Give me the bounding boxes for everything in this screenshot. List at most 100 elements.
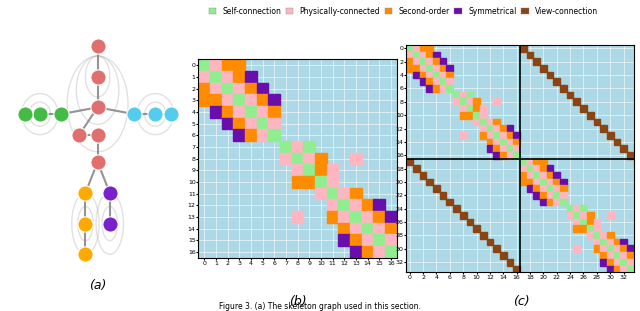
- Bar: [447, 85, 453, 92]
- Bar: [406, 52, 413, 58]
- Bar: [210, 95, 221, 106]
- Bar: [433, 72, 440, 78]
- Bar: [593, 219, 600, 225]
- Bar: [257, 83, 268, 95]
- Bar: [500, 132, 507, 139]
- Bar: [385, 246, 397, 258]
- Bar: [257, 118, 268, 129]
- Bar: [350, 211, 362, 223]
- Bar: [540, 192, 547, 199]
- Bar: [350, 223, 362, 234]
- Bar: [467, 99, 473, 105]
- Bar: [413, 58, 420, 65]
- Bar: [460, 112, 467, 118]
- Bar: [614, 266, 620, 272]
- Bar: [513, 266, 520, 272]
- Bar: [433, 78, 440, 85]
- Bar: [221, 59, 234, 71]
- Bar: [607, 232, 614, 239]
- Bar: [607, 252, 614, 259]
- Bar: [513, 145, 520, 152]
- Bar: [473, 118, 480, 125]
- Bar: [374, 246, 385, 258]
- Bar: [493, 245, 500, 252]
- Bar: [507, 145, 513, 152]
- Bar: [467, 105, 473, 112]
- Bar: [507, 259, 513, 266]
- Bar: [560, 85, 567, 92]
- Bar: [339, 223, 350, 234]
- Bar: [507, 152, 513, 159]
- Bar: [467, 112, 473, 118]
- Bar: [614, 139, 620, 145]
- Bar: [500, 252, 507, 259]
- Bar: [221, 71, 234, 83]
- Bar: [513, 139, 520, 145]
- Bar: [573, 225, 580, 232]
- Point: [81, 221, 91, 226]
- Bar: [198, 95, 210, 106]
- Bar: [560, 185, 567, 192]
- Bar: [473, 225, 480, 232]
- Bar: [554, 185, 560, 192]
- Bar: [513, 132, 520, 139]
- Bar: [447, 65, 453, 72]
- Bar: [627, 266, 634, 272]
- Bar: [620, 266, 627, 272]
- Bar: [292, 211, 303, 223]
- Bar: [587, 212, 593, 219]
- Bar: [440, 85, 447, 92]
- Bar: [540, 179, 547, 185]
- Bar: [480, 118, 486, 125]
- Bar: [245, 71, 257, 83]
- Bar: [507, 132, 513, 139]
- Bar: [440, 58, 447, 65]
- Bar: [547, 172, 554, 179]
- Bar: [540, 199, 547, 205]
- Bar: [460, 132, 467, 139]
- Bar: [440, 192, 447, 199]
- Bar: [567, 212, 573, 219]
- Bar: [493, 139, 500, 145]
- Bar: [210, 71, 221, 83]
- Bar: [500, 139, 507, 145]
- Bar: [527, 52, 533, 58]
- Bar: [520, 159, 527, 165]
- Bar: [493, 132, 500, 139]
- Bar: [527, 159, 533, 165]
- Bar: [374, 199, 385, 211]
- Bar: [547, 192, 554, 199]
- Bar: [580, 219, 587, 225]
- Point: [104, 190, 115, 195]
- Bar: [486, 132, 493, 139]
- Bar: [406, 45, 413, 52]
- Bar: [527, 172, 533, 179]
- Bar: [406, 159, 413, 165]
- Bar: [210, 83, 221, 95]
- Bar: [567, 92, 573, 99]
- Bar: [547, 165, 554, 172]
- Bar: [500, 145, 507, 152]
- Bar: [540, 172, 547, 179]
- Bar: [245, 95, 257, 106]
- Bar: [486, 239, 493, 245]
- Bar: [540, 65, 547, 72]
- Bar: [426, 65, 433, 72]
- Point: [129, 112, 140, 117]
- Bar: [453, 92, 460, 99]
- Bar: [292, 176, 303, 188]
- Bar: [560, 199, 567, 205]
- Bar: [420, 45, 426, 52]
- Point: [74, 132, 84, 137]
- Bar: [303, 141, 315, 153]
- Bar: [493, 118, 500, 125]
- Bar: [554, 78, 560, 85]
- Bar: [413, 45, 420, 52]
- Point: [81, 190, 91, 195]
- Bar: [500, 125, 507, 132]
- Bar: [234, 118, 245, 129]
- Text: (b): (b): [289, 295, 307, 308]
- Bar: [580, 105, 587, 112]
- Bar: [221, 83, 234, 95]
- Bar: [440, 72, 447, 78]
